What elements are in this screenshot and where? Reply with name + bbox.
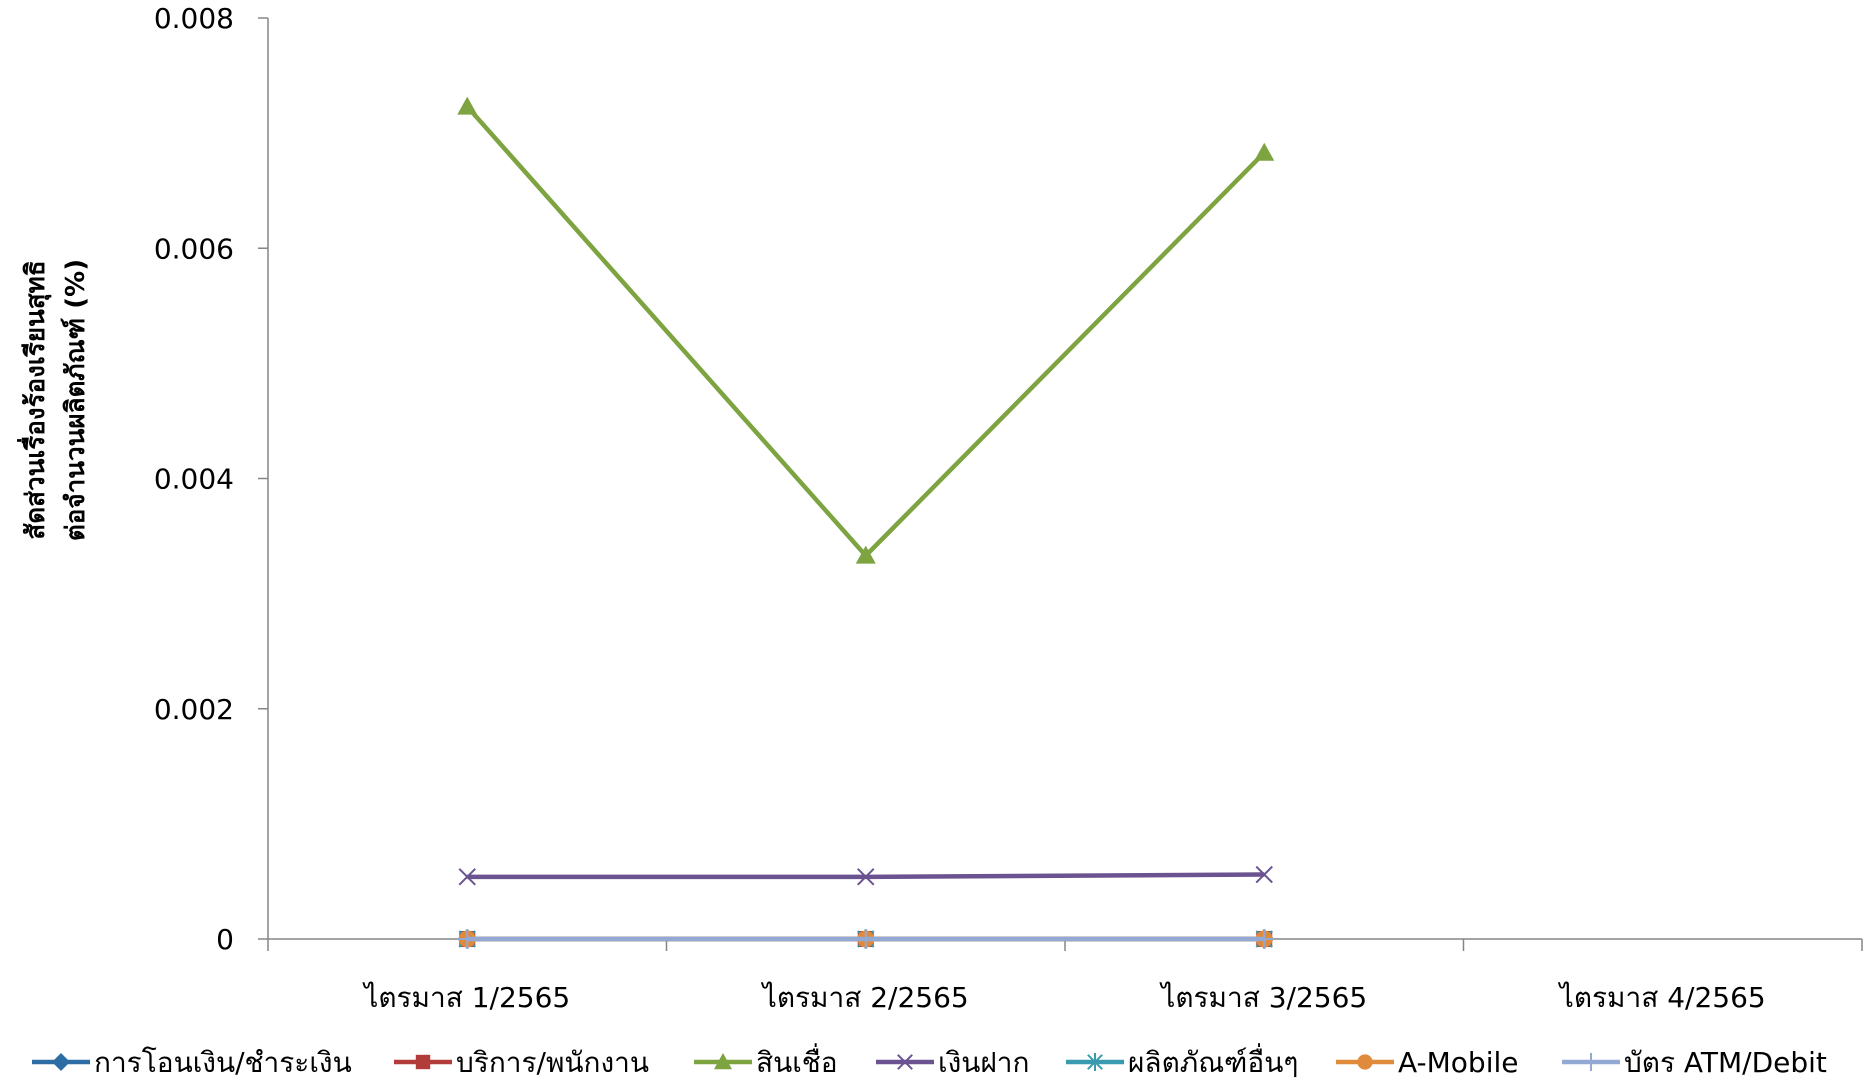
x-tick-label: ไตรมาส 1/2565 bbox=[362, 981, 570, 1014]
legend-item: บัตร ATM/Debit bbox=[1562, 1046, 1827, 1079]
legend-swatch-marker bbox=[1087, 1053, 1103, 1071]
legend-swatch-marker bbox=[415, 1054, 431, 1070]
series-layer bbox=[457, 96, 1275, 949]
x-axis-ticks: ไตรมาส 1/2565 ไตรมาส 2/2565 ไตรมาส 3/2565 ไ… bbox=[267, 939, 1863, 1014]
legend-item: เงินฝาก bbox=[876, 1046, 1029, 1079]
y-tick-label: 0.004 bbox=[154, 463, 234, 496]
y-axis-label-line-2: ต่อจำนวนผลิตภัณฑ์ (%) bbox=[60, 259, 91, 541]
data-point bbox=[458, 868, 476, 886]
axes bbox=[267, 18, 1862, 940]
legend-label: ผลิตภัณฑ์อื่นๆ bbox=[1128, 1043, 1298, 1079]
legend-label: บริการ/พนักงาน bbox=[456, 1046, 649, 1079]
legend-swatch-marker bbox=[1357, 1054, 1373, 1070]
legend-label: เงินฝาก bbox=[938, 1046, 1029, 1079]
data-point bbox=[1255, 865, 1273, 884]
legend-swatch-marker bbox=[897, 1054, 913, 1070]
legend: การโอนเงิน/ชำระเงิน บริการ/พนักงาน สินเชื่… bbox=[32, 1043, 1827, 1079]
y-tick-label: 0.002 bbox=[154, 693, 234, 726]
data-point bbox=[855, 929, 876, 949]
data-point bbox=[1254, 929, 1275, 949]
legend-swatch-marker bbox=[714, 1053, 732, 1070]
x-tick-label: ไตรมาส 3/2565 bbox=[1159, 981, 1367, 1014]
legend-label: การโอนเงิน/ชำระเงิน bbox=[94, 1046, 352, 1079]
data-point bbox=[457, 96, 478, 115]
legend-item: การโอนเงิน/ชำระเงิน bbox=[32, 1046, 352, 1079]
legend-label: A-Mobile bbox=[1398, 1046, 1519, 1079]
legend-item: บริการ/พนักงาน bbox=[394, 1046, 649, 1079]
series-4 bbox=[458, 865, 1273, 886]
x-tick-label: ไตรมาส 2/2565 bbox=[761, 981, 969, 1014]
y-axis-label-line-1: สัดส่วนเรื่องร้องเรียนสุทธิ bbox=[16, 260, 52, 539]
data-point bbox=[857, 868, 875, 886]
series-3 bbox=[457, 96, 1275, 564]
legend-label: บัตร ATM/Debit bbox=[1624, 1046, 1827, 1079]
series-7 bbox=[457, 929, 1275, 949]
legend-swatch-marker bbox=[52, 1053, 70, 1071]
y-axis-label: สัดส่วนเรื่องร้องเรียนสุทธิ ต่อจำนวนผลิต… bbox=[16, 259, 91, 541]
data-point bbox=[457, 929, 478, 949]
legend-swatch-marker bbox=[1582, 1053, 1600, 1071]
y-tick-label: 0.008 bbox=[154, 2, 234, 35]
y-tick-label: 0.006 bbox=[154, 232, 234, 265]
data-point bbox=[1254, 142, 1275, 161]
series-line bbox=[465, 105, 1266, 558]
legend-item: สินเชื่อ bbox=[694, 1043, 838, 1079]
x-tick-label: ไตรมาส 4/2565 bbox=[1558, 981, 1766, 1014]
y-axis-ticks: 0 0.002 0.004 0.006 0.008 bbox=[154, 2, 268, 956]
data-point bbox=[855, 545, 876, 564]
legend-item: A-Mobile bbox=[1336, 1046, 1519, 1079]
legend-item: ผลิตภัณฑ์อื่นๆ bbox=[1066, 1043, 1298, 1079]
legend-label: สินเชื่อ bbox=[756, 1043, 838, 1079]
y-tick-label: 0 bbox=[216, 923, 234, 956]
